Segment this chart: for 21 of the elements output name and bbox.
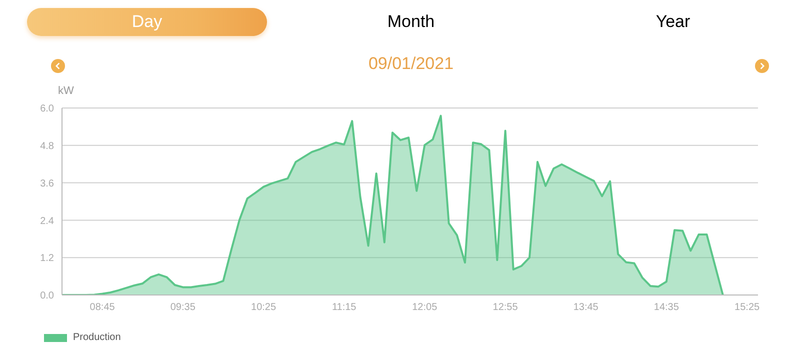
x-tick-label: 11:15: [332, 302, 357, 314]
x-tick-label: 12:05: [412, 302, 438, 314]
y-tick-label: 1.2: [40, 253, 54, 264]
x-tick-label: 10:25: [251, 302, 276, 314]
text: Year: [654, 11, 692, 33]
y-tick-label: 2.4: [40, 216, 54, 227]
text: Month: [386, 11, 436, 33]
y-tick-label: 3.6: [40, 178, 54, 190]
text: Day: [27, 8, 267, 36]
x-tick-label: 12:55: [492, 302, 518, 314]
y-tick-label: 6.0: [40, 104, 54, 115]
x-tick-label: 09:35: [170, 302, 196, 314]
y-tick-label: 4.8: [40, 140, 54, 152]
chart-title: 09/01/2021: [367, 54, 455, 74]
x-tick-label: 13:45: [573, 302, 599, 314]
y-axis-title: kW: [58, 85, 74, 97]
x-tick-label: 08:45: [90, 302, 116, 314]
y-tick-label: 0.0: [40, 290, 54, 302]
legend-label: Production: [72, 332, 121, 343]
x-tick-label: 14:35: [654, 302, 680, 314]
x-tick-label: 15:25: [734, 302, 760, 314]
